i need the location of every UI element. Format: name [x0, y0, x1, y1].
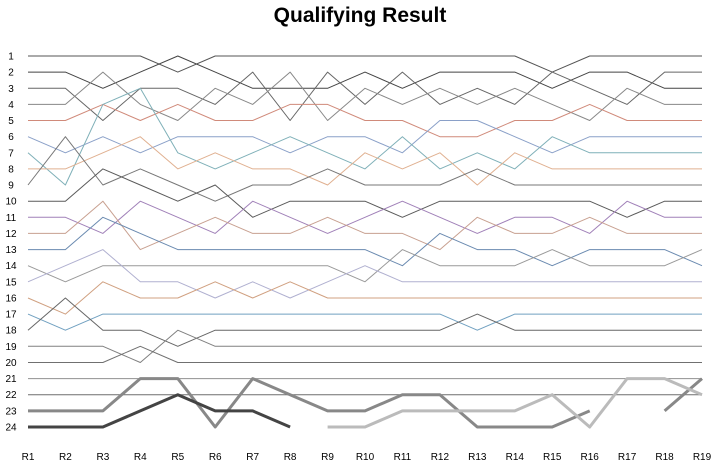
series-line-12: [28, 200, 702, 251]
x-tick-label: R16: [580, 452, 599, 463]
x-tick-label: R4: [134, 452, 147, 463]
y-tick-label: 7: [8, 148, 14, 159]
y-tick-label: 16: [5, 293, 17, 304]
x-tick-label: R14: [506, 452, 525, 463]
x-tick-label: R6: [209, 452, 222, 463]
x-tick-label: R2: [59, 452, 72, 463]
y-tick-label: 15: [5, 277, 17, 288]
y-tick-label: 2: [8, 68, 14, 79]
y-tick-label: 10: [5, 197, 17, 208]
y-tick-label: 13: [5, 245, 17, 256]
y-tick-label: 22: [5, 390, 17, 401]
series-line-7: [27, 87, 702, 186]
chart-title: Qualifying Result: [273, 4, 447, 27]
y-tick-label: 5: [8, 116, 14, 127]
x-tick-label: R11: [394, 452, 412, 463]
series-line-20: [28, 345, 702, 363]
series-line-9: [27, 136, 702, 202]
series-line-5: [28, 103, 702, 138]
x-axis-ticks: R1 R2 R3 R4 R5 R6 R7 R8 R9 R10 R11 R12 R13 R14 R15 R16 R…: [22, 452, 712, 463]
x-tick-label: R19: [693, 452, 712, 463]
y-tick-label: 23: [5, 406, 17, 417]
series-line-25: [327, 377, 703, 429]
x-tick-label: R15: [543, 452, 562, 463]
x-tick-label: R1: [22, 452, 35, 463]
y-tick-label: 4: [8, 100, 14, 111]
x-tick-label: R7: [246, 452, 259, 463]
series-line-19: [28, 329, 702, 363]
series-line-10: [28, 168, 702, 218]
x-tick-label: R9: [321, 452, 334, 463]
x-tick-label: R5: [171, 452, 184, 463]
y-tick-label: 11: [6, 213, 17, 224]
series-line-2: [28, 55, 702, 89]
x-tick-label: R17: [618, 452, 637, 463]
y-tick-label: 6: [8, 132, 14, 143]
series-line-23: [28, 377, 703, 429]
y-tick-label: 3: [8, 84, 14, 95]
series-line-1: [28, 55, 702, 73]
series-line-6: [27, 120, 702, 154]
y-tick-label: 1: [8, 52, 14, 63]
series-line-14: [27, 249, 703, 283]
y-tick-label: 20: [5, 358, 17, 369]
y-tick-label: 14: [5, 261, 17, 272]
y-tick-label: 18: [5, 326, 17, 337]
series-line-3: [28, 71, 702, 121]
series-line-13: [28, 216, 703, 267]
series-line-11: [28, 200, 702, 234]
series-line-16: [27, 281, 702, 315]
series-line-8: [28, 136, 702, 186]
x-tick-label: R10: [356, 452, 375, 463]
y-tick-label: 19: [5, 342, 17, 353]
y-tick-label: 9: [8, 181, 14, 192]
x-tick-label: R3: [96, 452, 109, 463]
series-line-17: [27, 313, 702, 331]
y-tick-label: 17: [5, 310, 17, 321]
series-line-4: [28, 71, 702, 121]
y-tick-label: 24: [5, 423, 17, 434]
x-tick-label: R18: [655, 452, 674, 463]
x-tick-label: R13: [468, 452, 487, 463]
x-tick-label: R8: [284, 452, 297, 463]
series-line-24: [28, 393, 291, 429]
y-tick-label: 21: [5, 374, 17, 385]
series-lines: [27, 55, 703, 429]
series-line-18: [27, 297, 702, 347]
x-tick-label: R12: [431, 452, 450, 463]
y-tick-label: 8: [8, 164, 14, 175]
series-line-15: [27, 249, 702, 299]
y-tick-label: 12: [5, 229, 17, 240]
